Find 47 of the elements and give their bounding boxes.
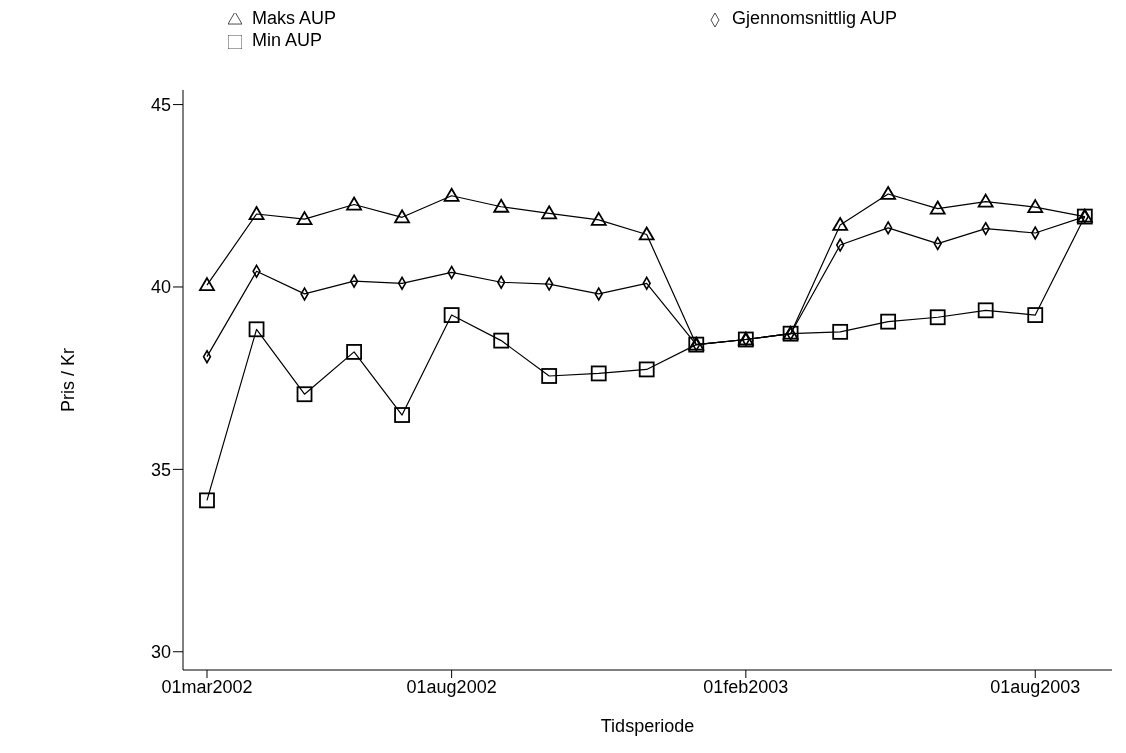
point [248, 206, 265, 220]
legend-label: Gjennomsnittlig AUP [732, 8, 898, 28]
point [883, 221, 893, 235]
point [880, 186, 897, 200]
point [590, 365, 607, 382]
point [394, 209, 410, 224]
x-tick-label: 01feb2003 [703, 676, 789, 697]
legend-label: Maks AUP [252, 8, 337, 28]
point [443, 187, 460, 202]
point [349, 274, 359, 288]
point [394, 407, 410, 423]
x-tick-label: 01aug2002 [406, 676, 497, 697]
x-axis-title: Tidsperiode [600, 716, 695, 736]
legend-label: Min AUP [252, 30, 323, 50]
x-tick-label: 01mar2002 [161, 676, 253, 697]
point [248, 321, 265, 338]
point [493, 198, 510, 213]
point [1027, 199, 1044, 213]
point [590, 211, 607, 226]
point [296, 211, 313, 226]
point [638, 226, 655, 241]
point [835, 238, 845, 252]
point [296, 386, 313, 403]
point [544, 277, 554, 291]
y-tick-label: 45 [150, 94, 171, 115]
point [977, 193, 994, 208]
point [977, 302, 994, 319]
point [541, 205, 558, 220]
y-axis-title: Pris / Kr [58, 347, 79, 413]
point [929, 309, 946, 326]
point [832, 217, 849, 231]
point [880, 313, 897, 330]
point [493, 332, 510, 349]
y-tick-label: 40 [150, 277, 171, 298]
point [832, 323, 849, 340]
point [929, 200, 946, 215]
point [346, 196, 362, 211]
point [346, 344, 362, 360]
point [199, 492, 215, 509]
point [199, 277, 215, 292]
point [638, 361, 655, 378]
point [443, 307, 460, 323]
y-tick-label: 30 [150, 642, 171, 663]
point [1027, 307, 1044, 323]
x-tick-label: 01aug2003 [990, 676, 1081, 697]
y-tick-label: 35 [150, 459, 171, 480]
point [541, 368, 558, 384]
